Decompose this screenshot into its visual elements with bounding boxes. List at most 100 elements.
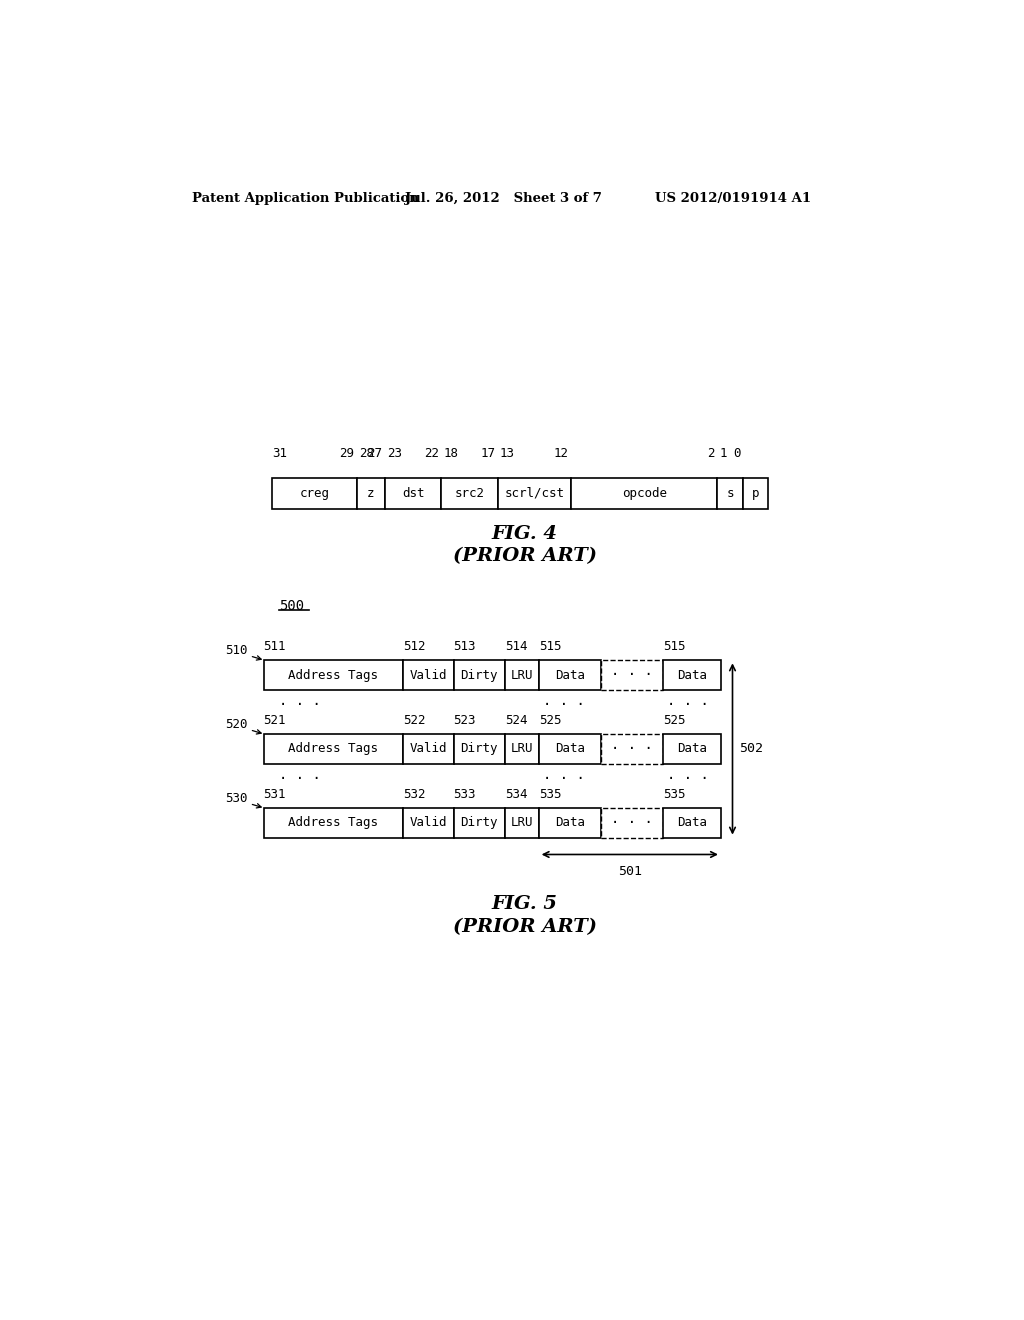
Text: · · ·: · · · (667, 772, 709, 785)
Text: · · ·: · · · (543, 772, 585, 785)
Bar (505, 808, 539, 838)
Text: 17: 17 (480, 447, 496, 461)
Text: 27: 27 (368, 447, 383, 461)
Text: · · ·: · · · (667, 698, 709, 711)
Text: 531: 531 (263, 788, 286, 801)
Text: 511: 511 (263, 640, 286, 653)
Text: Data: Data (677, 668, 707, 681)
Text: 29: 29 (339, 447, 354, 461)
Text: p: p (752, 487, 759, 500)
Text: Address Tags: Address Tags (289, 668, 379, 681)
Bar (742, 478, 768, 508)
Text: FIG. 5: FIG. 5 (492, 895, 558, 913)
Text: LRU: LRU (510, 668, 532, 681)
Text: 18: 18 (443, 447, 459, 461)
Text: z: z (367, 487, 375, 500)
Text: 31: 31 (272, 447, 287, 461)
Text: 523: 523 (454, 714, 476, 727)
Bar (263, 660, 403, 689)
Text: · · ·: · · · (543, 698, 585, 711)
Bar (403, 734, 454, 763)
Text: Data: Data (555, 742, 585, 755)
Text: src2: src2 (455, 487, 484, 500)
Text: 500: 500 (280, 599, 304, 612)
Text: 515: 515 (663, 640, 685, 653)
Text: · · ·: · · · (610, 668, 652, 682)
Text: 22: 22 (424, 447, 439, 461)
Bar (663, 734, 721, 763)
Text: 513: 513 (454, 640, 476, 653)
Text: (PRIOR ART): (PRIOR ART) (453, 919, 597, 936)
Text: Data: Data (555, 816, 585, 829)
Text: s: s (726, 487, 734, 500)
Text: Data: Data (555, 668, 585, 681)
Text: 514: 514 (505, 640, 527, 653)
Text: 512: 512 (403, 640, 426, 653)
Text: Address Tags: Address Tags (289, 816, 379, 829)
Text: · · ·: · · · (610, 816, 652, 830)
Text: Valid: Valid (410, 816, 447, 829)
Text: US 2012/0191914 A1: US 2012/0191914 A1 (655, 191, 811, 205)
Text: creg: creg (299, 487, 330, 500)
Text: Valid: Valid (410, 668, 447, 681)
Bar (663, 808, 721, 838)
Text: · · ·: · · · (280, 698, 321, 711)
Text: LRU: LRU (510, 742, 532, 755)
Text: Address Tags: Address Tags (289, 742, 379, 755)
Bar (498, 478, 570, 508)
Text: 524: 524 (505, 714, 527, 727)
Bar (505, 734, 539, 763)
Text: 520: 520 (225, 718, 248, 731)
Text: Dirty: Dirty (461, 816, 498, 829)
Text: Dirty: Dirty (461, 742, 498, 755)
Bar (718, 478, 742, 508)
Text: 515: 515 (539, 640, 561, 653)
Text: · · ·: · · · (280, 772, 321, 785)
Text: 510: 510 (225, 644, 248, 657)
Text: 13: 13 (500, 447, 515, 461)
Text: Dirty: Dirty (461, 668, 498, 681)
Text: 525: 525 (539, 714, 561, 727)
Text: 28: 28 (359, 447, 374, 461)
Bar (663, 660, 721, 689)
Bar (403, 660, 454, 689)
Text: 502: 502 (738, 742, 763, 755)
Text: 533: 533 (454, 788, 476, 801)
Text: 532: 532 (403, 788, 426, 801)
Text: Jul. 26, 2012   Sheet 3 of 7: Jul. 26, 2012 Sheet 3 of 7 (406, 191, 602, 205)
Bar (263, 808, 403, 838)
Text: 525: 525 (663, 714, 685, 727)
Bar (454, 734, 505, 763)
Bar (601, 734, 663, 763)
Text: 0: 0 (733, 447, 740, 461)
Bar (356, 478, 385, 508)
Bar (539, 808, 601, 838)
Text: 23: 23 (387, 447, 402, 461)
Text: Data: Data (677, 742, 707, 755)
Text: · · ·: · · · (610, 742, 652, 756)
Text: Data: Data (677, 816, 707, 829)
Text: 535: 535 (539, 788, 561, 801)
Text: dst: dst (401, 487, 424, 500)
Text: 521: 521 (263, 714, 286, 727)
Text: LRU: LRU (510, 816, 532, 829)
Text: 501: 501 (617, 866, 642, 878)
Bar (570, 478, 718, 508)
Text: 534: 534 (505, 788, 527, 801)
Text: 535: 535 (663, 788, 685, 801)
Text: (PRIOR ART): (PRIOR ART) (453, 546, 597, 565)
Bar (539, 660, 601, 689)
Text: opcode: opcode (622, 487, 667, 500)
Text: 1: 1 (720, 447, 727, 461)
Text: 522: 522 (403, 714, 426, 727)
Text: FIG. 4: FIG. 4 (492, 525, 558, 543)
Bar (385, 478, 441, 508)
Bar (441, 478, 498, 508)
Bar (272, 478, 356, 508)
Text: 12: 12 (554, 447, 568, 461)
Text: 530: 530 (225, 792, 248, 805)
Bar (601, 660, 663, 689)
Text: Valid: Valid (410, 742, 447, 755)
Text: 2: 2 (708, 447, 715, 461)
Bar (505, 660, 539, 689)
